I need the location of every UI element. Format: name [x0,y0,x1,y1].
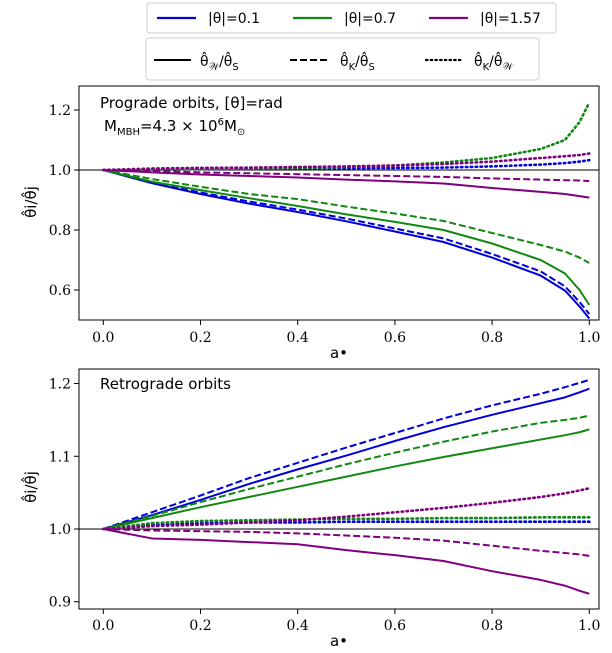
prograde-y-label: θ̂i/θ̂j [20,186,40,218]
retrograde-tick-layer: 0.0 0.2 0.4 0.6 0.8 1.0 0.9 1.0 1.1 1.2 [49,377,601,634]
prograde-series-layer [79,101,599,320]
retrograde-series-layer [79,378,599,595]
prograde-series-8-dotted [102,152,591,172]
prograde-series-0-solid [103,169,591,320]
style-legend-frame [145,37,540,81]
legend-label-dotted: θ̂K/θ̂𝒲 [474,51,514,73]
retrograde-xtick-label: 0.2 [189,618,211,634]
prograde-xtick-label: 1.0 [578,330,600,346]
retrograde-ytick-label: 1.2 [49,377,71,393]
retrograde-ytick-label: 0.9 [49,595,71,611]
retrograde-series-8-dotted [102,486,591,531]
prograde-series-3-solid [103,169,591,306]
style-legend: θ̂𝒲/θ̂S θ̂K/θ̂S θ̂K/θ̂𝒲 [145,37,540,81]
legend-label-dashed: θ̂K/θ̂S [340,51,375,73]
retrograde-y-label: θ̂i/θ̂j [20,471,40,503]
retrograde-xtick-label: 1.0 [578,618,600,634]
prograde-axes-frame [78,85,600,321]
prograde-series-4-dashed [103,169,590,264]
prograde-series-1-dashed [103,169,591,315]
prograde-xtick-label: 0.0 [92,330,114,346]
retrograde-xtick-label: 0.4 [287,618,309,634]
legend-label-blue: |θ|=0.1 [208,11,260,27]
retrograde-series-6-solid [103,528,590,595]
retrograde-series-7-dashed [103,528,590,557]
legend-label-solid: θ̂𝒲/θ̂S [200,51,239,73]
retrograde-series-1-dashed [102,378,590,530]
retrograde-series-5-dotted [102,516,591,531]
prograde-ytick-label: 1.0 [49,163,71,179]
retrograde-xtick-label: 0.6 [384,618,406,634]
retrograde-series-3-solid [103,428,590,530]
prograde-xtick-label: 0.6 [384,330,406,346]
retrograde-xtick-label: 0.8 [481,618,503,634]
color-legend: |θ|=0.1 |θ|=0.7 |θ|=1.57 [146,2,557,34]
retrograde-series-4-dashed [103,414,590,530]
prograde-series-7-dashed [103,169,590,183]
prograde-xtick-label: 0.2 [189,330,211,346]
retrograde-xtick-label: 0.0 [92,618,114,634]
prograde-tick-layer: 0.0 0.2 0.4 0.6 0.8 1.0 0.6 0.8 1.0 1.2 [49,103,601,346]
legend-label-purple: |θ|=1.57 [480,11,541,27]
prograde-ytick-label: 0.6 [49,283,71,299]
prograde-panel: 0.0 0.2 0.4 0.6 0.8 1.0 0.6 0.8 1.0 1.2 Prograde … [20,85,601,362]
retrograde-series-2-dotted [102,520,591,531]
legend-label-green: |θ|=0.7 [344,11,396,27]
prograde-mass-annotation: MMBH=4.3 × 106M⊙ [104,117,245,138]
color-legend-frame [146,2,557,34]
retrograde-annotation: Retrograde orbits [100,375,231,393]
retrograde-x-label: a• [330,632,348,650]
prograde-ytick-label: 1.2 [49,103,71,119]
retrograde-ytick-label: 1.1 [49,449,71,465]
retrograde-ytick-label: 1.0 [49,522,71,538]
prograde-xtick-label: 0.8 [481,330,503,346]
retrograde-series-0-solid [103,387,590,530]
retrograde-axes-frame [78,368,600,610]
prograde-xtick-label: 0.4 [287,330,309,346]
prograde-ytick-label: 0.8 [49,223,71,239]
prograde-annotation: Prograde orbits, [θ]=rad [100,94,283,112]
prograde-x-label: a• [330,344,348,362]
prograde-series-6-solid [103,169,590,199]
retrograde-panel: 0.0 0.2 0.4 0.6 0.8 1.0 0.9 1.0 1.1 1.2 Retrograd… [20,368,601,650]
